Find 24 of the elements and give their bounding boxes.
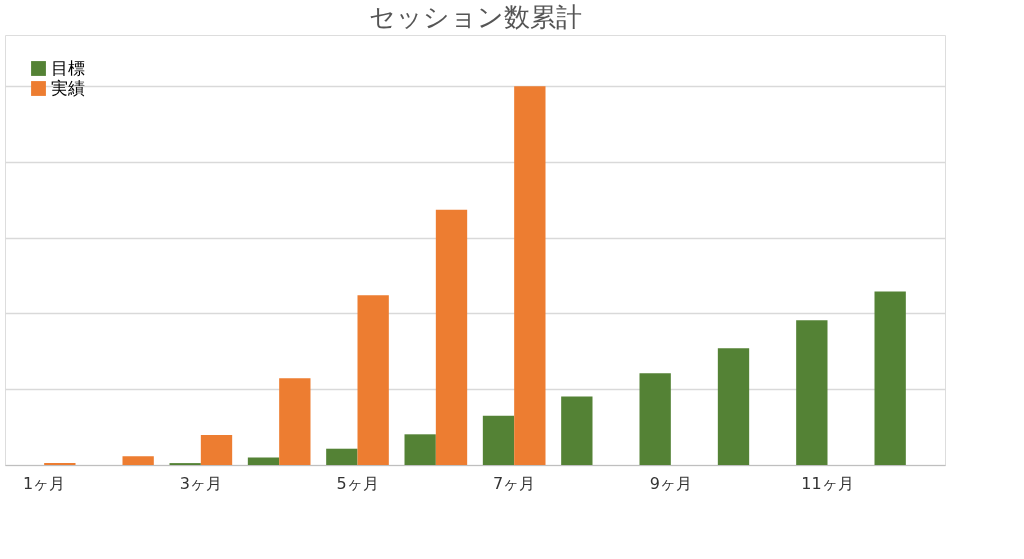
x-tick-label: 3ヶ月 — [179, 473, 222, 493]
x-tick-label: 1ヶ月 — [23, 473, 66, 493]
bar — [874, 291, 906, 465]
x-tick-label: 7ヶ月 — [493, 473, 536, 493]
bar — [357, 295, 389, 465]
bar — [639, 373, 671, 465]
bar — [717, 348, 750, 465]
bar — [200, 435, 233, 465]
bar — [326, 448, 358, 465]
chart-title: セッション数累計 — [368, 2, 582, 32]
x-tick-label: 9ヶ月 — [649, 473, 692, 493]
x-tick-label: 5ヶ月 — [336, 473, 379, 493]
bar — [279, 378, 311, 465]
bar — [561, 396, 593, 465]
x-tick-label: 11ヶ月 — [801, 473, 854, 493]
legend-label: 実績 — [51, 77, 85, 98]
bar — [404, 434, 436, 465]
bar — [435, 209, 468, 465]
bar — [122, 456, 154, 465]
legend-label: 目標 — [51, 57, 85, 78]
bar — [247, 457, 280, 465]
bar — [482, 415, 515, 465]
bar — [514, 86, 546, 465]
bar — [796, 320, 828, 465]
